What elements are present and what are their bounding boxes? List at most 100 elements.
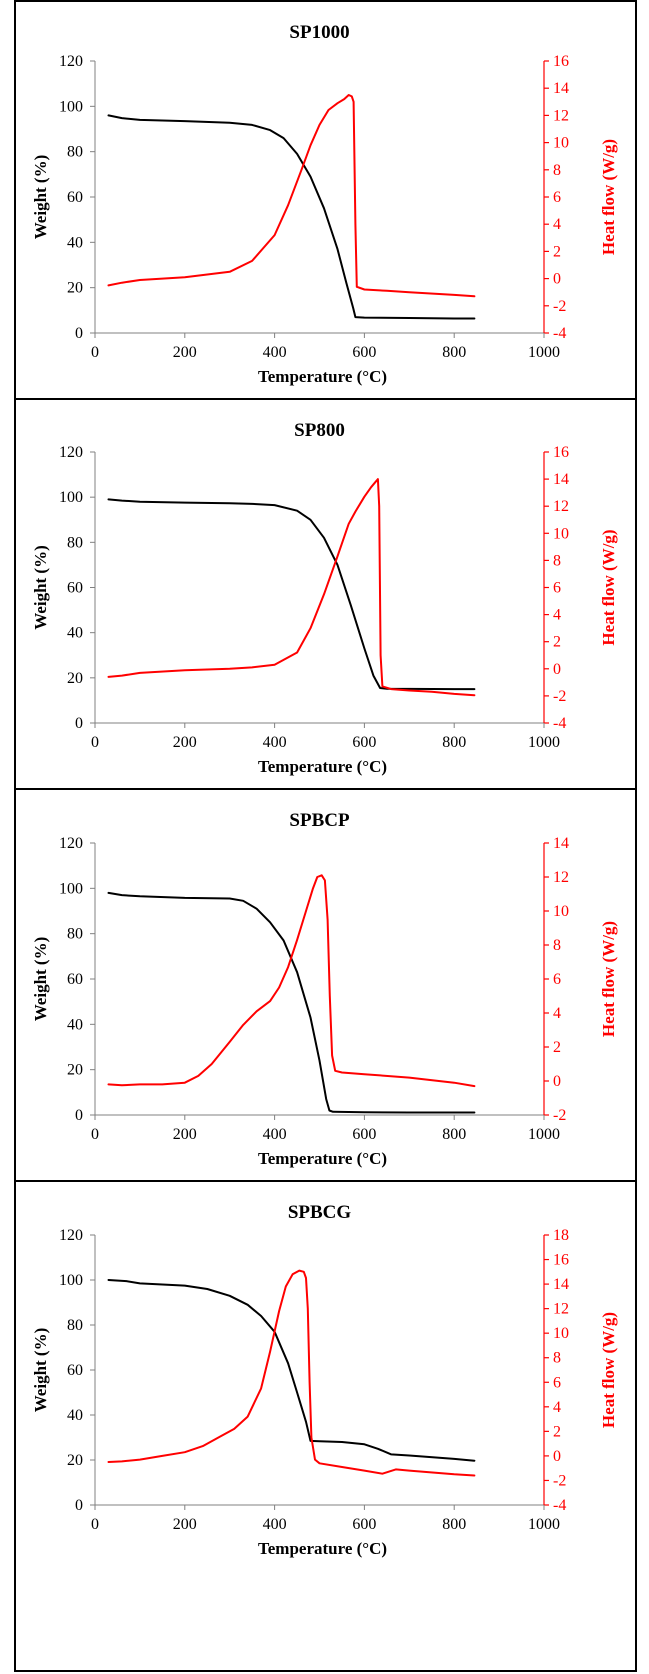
y-tick-label: 40 — [67, 625, 83, 642]
weight-line — [107, 1279, 476, 1462]
y2-tick-label: 4 — [553, 216, 561, 233]
heat-flow-line — [107, 874, 476, 1088]
y2-tick-label: 2 — [553, 243, 561, 260]
y2-axis-label: Heat flow (W/g) — [599, 921, 618, 1037]
y-tick-label: 120 — [59, 835, 83, 852]
y-tick-label: 80 — [67, 926, 83, 943]
chart-panel-3: SPBCP 0 20 40 60 80 100 120 -2 0 2 4 6 8 10 12 14 0 200 400… — [14, 788, 637, 1182]
y2-tick-label: 16 — [553, 444, 569, 461]
y-tick-label: 40 — [67, 1407, 83, 1424]
x-tick-label: 600 — [352, 734, 376, 751]
heat-flow-line — [107, 478, 476, 697]
weight-line — [107, 114, 476, 320]
y2-tick-label: -4 — [553, 325, 566, 342]
y2-tick-label: 12 — [553, 1301, 569, 1318]
y2-tick-label: -2 — [553, 1107, 566, 1124]
chart-title: SPBCG — [288, 1202, 352, 1223]
x-tick-label: 0 — [91, 1516, 99, 1533]
y2-tick-label: 12 — [553, 107, 569, 124]
y-tick-label: 0 — [75, 1107, 83, 1124]
y-axis-label: Weight (%) — [31, 937, 50, 1022]
x-tick-label: 800 — [442, 734, 466, 751]
y2-tick-label: 2 — [553, 1423, 561, 1440]
y2-tick-label: 14 — [553, 835, 569, 852]
y2-tick-label: 2 — [553, 1039, 561, 1056]
x-tick-label: 600 — [352, 344, 376, 361]
y2-axis-label: Heat flow (W/g) — [599, 529, 618, 645]
heat-flow-line — [107, 1269, 476, 1477]
y2-tick-label: -4 — [553, 1497, 566, 1514]
x-tick-label: 1000 — [528, 344, 560, 361]
chart-svg: SPBCP 0 20 40 60 80 100 120 -2 0 2 4 6 8 10 12 14 0 200 400… — [31, 810, 618, 1168]
y-tick-label: 60 — [67, 971, 83, 988]
y2-tick-label: 8 — [553, 162, 561, 179]
y2-tick-label: 6 — [553, 189, 561, 206]
y2-axis-label: Heat flow (W/g) — [599, 139, 618, 255]
y-tick-label: 80 — [67, 1317, 83, 1334]
y2-tick-label: -2 — [553, 298, 566, 315]
chart-panel-2: SP800 0 20 40 60 80 100 120 -4 -2 0 2 4 6 8 10 12 14 16 0 20… — [14, 398, 637, 790]
y2-tick-label: 10 — [553, 525, 569, 542]
weight-line — [107, 498, 476, 691]
y2-tick-label: 12 — [553, 498, 569, 515]
y2-tick-label: 0 — [553, 271, 561, 288]
y2-tick-label: 14 — [553, 1276, 569, 1293]
y2-tick-label: 0 — [553, 1073, 561, 1090]
chart-title: SP800 — [294, 420, 345, 441]
y2-tick-label: 14 — [553, 471, 569, 488]
y2-tick-label: -4 — [553, 715, 566, 732]
y-tick-label: 120 — [59, 53, 83, 70]
chart-svg: SP800 0 20 40 60 80 100 120 -4 -2 0 2 4 6 8 10 12 14 16 0 20… — [31, 420, 618, 776]
y-tick-label: 40 — [67, 1016, 83, 1033]
chart-panel-1: SP1000 0 20 40 60 80 100 120 -4 -2 0 2 4 6 8 10 12 14 16 0 2… — [14, 0, 637, 400]
y-tick-label: 100 — [59, 98, 83, 115]
x-tick-label: 0 — [91, 734, 99, 751]
x-tick-label: 600 — [352, 1516, 376, 1533]
chart-title: SP1000 — [289, 22, 349, 43]
y-tick-label: 20 — [67, 280, 83, 297]
y2-tick-label: 16 — [553, 53, 569, 70]
x-tick-label: 800 — [442, 344, 466, 361]
y-tick-label: 100 — [59, 1272, 83, 1289]
y2-tick-label: 6 — [553, 1374, 561, 1391]
y-tick-label: 120 — [59, 1227, 83, 1244]
y2-tick-label: 14 — [553, 80, 569, 97]
y-tick-label: 80 — [67, 534, 83, 551]
x-tick-label: 200 — [173, 1516, 197, 1533]
y2-tick-label: -2 — [553, 1472, 566, 1489]
y-axis-label: Weight (%) — [31, 1328, 50, 1413]
y2-tick-label: 10 — [553, 903, 569, 920]
y2-tick-label: 0 — [553, 661, 561, 678]
x-tick-label: 0 — [91, 344, 99, 361]
x-tick-label: 1000 — [528, 1126, 560, 1143]
y2-tick-label: 8 — [553, 552, 561, 569]
x-tick-label: 1000 — [528, 734, 560, 751]
x-tick-label: 1000 — [528, 1516, 560, 1533]
x-axis-label: Temperature (°C) — [258, 757, 387, 776]
y2-tick-label: 6 — [553, 580, 561, 597]
y2-axis-label: Heat flow (W/g) — [599, 1312, 618, 1428]
chart-svg: SP1000 0 20 40 60 80 100 120 -4 -2 0 2 4 6 8 10 12 14 16 0 2… — [31, 22, 618, 386]
y2-tick-label: 16 — [553, 1252, 569, 1269]
y2-tick-label: -2 — [553, 688, 566, 705]
x-tick-label: 200 — [173, 344, 197, 361]
heat-flow-line — [107, 94, 476, 298]
chart-svg: SPBCG 0 20 40 60 80 100 120 -4 -2 0 2 4 6 8 10 12 14 16 18 0… — [31, 1202, 618, 1558]
y2-tick-label: 0 — [553, 1448, 561, 1465]
x-tick-label: 200 — [173, 1126, 197, 1143]
y-tick-label: 60 — [67, 1362, 83, 1379]
y2-tick-label: 18 — [553, 1227, 569, 1244]
y-tick-label: 20 — [67, 670, 83, 687]
x-tick-label: 400 — [263, 1516, 287, 1533]
x-axis-label: Temperature (°C) — [258, 1539, 387, 1558]
y-tick-label: 0 — [75, 1497, 83, 1514]
x-tick-label: 200 — [173, 734, 197, 751]
y-tick-label: 80 — [67, 144, 83, 161]
x-tick-label: 800 — [442, 1516, 466, 1533]
y2-tick-label: 8 — [553, 937, 561, 954]
y2-tick-label: 4 — [553, 1005, 561, 1022]
y-tick-label: 60 — [67, 580, 83, 597]
y2-tick-label: 6 — [553, 971, 561, 988]
y-axis-label: Weight (%) — [31, 545, 50, 630]
x-tick-label: 400 — [263, 734, 287, 751]
